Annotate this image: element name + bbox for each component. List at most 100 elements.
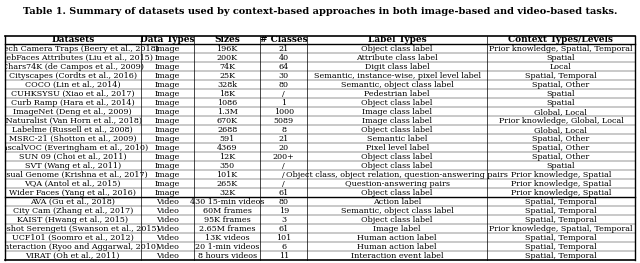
Text: 265K: 265K: [216, 180, 237, 188]
Text: Spatial: Spatial: [547, 90, 575, 98]
Text: Image label: Image label: [373, 225, 421, 233]
Text: Image: Image: [155, 72, 180, 80]
Text: Image: Image: [155, 162, 180, 170]
Text: 61: 61: [278, 189, 289, 197]
Text: Image: Image: [155, 117, 180, 125]
Text: /: /: [282, 90, 285, 98]
Text: Local: Local: [550, 63, 572, 71]
Text: Spatial, Temporal: Spatial, Temporal: [525, 243, 596, 251]
Text: Image: Image: [155, 54, 180, 62]
Text: Label Types: Label Types: [368, 36, 426, 44]
Text: Object class, object relation, question-answering pairs: Object class, object relation, question-…: [286, 171, 508, 179]
Text: 61: 61: [278, 225, 289, 233]
Text: Sizes: Sizes: [214, 36, 240, 44]
Text: Wider Faces (Yang et al., 2016): Wider Faces (Yang et al., 2016): [10, 189, 136, 197]
Text: 21: 21: [278, 135, 289, 143]
Text: Object class label: Object class label: [362, 216, 433, 224]
Text: Image: Image: [155, 45, 180, 53]
Text: Caltech Camera Traps (Beery et al., 2018): Caltech Camera Traps (Beery et al., 2018…: [0, 45, 159, 53]
Text: Snapshot Serengeti (Swanson et al., 2015): Snapshot Serengeti (Swanson et al., 2015…: [0, 225, 160, 233]
Text: Pixel level label: Pixel level label: [365, 144, 429, 152]
Text: 80: 80: [279, 198, 289, 206]
Text: Spatial, Other: Spatial, Other: [532, 153, 589, 161]
Text: Semantic, instance-wise, pixel level label: Semantic, instance-wise, pixel level lab…: [314, 72, 481, 80]
Text: Object class label: Object class label: [362, 45, 433, 53]
Text: Pedestrian label: Pedestrian label: [364, 90, 430, 98]
Text: 430 15-min videos: 430 15-min videos: [190, 198, 264, 206]
Text: 8 hours videos: 8 hours videos: [198, 252, 257, 260]
Text: Image: Image: [155, 189, 180, 197]
Text: Labelme (Russell et al., 2008): Labelme (Russell et al., 2008): [12, 126, 133, 134]
Text: 1000: 1000: [274, 108, 294, 116]
Text: Visual Genome (Krishna et al., 2017): Visual Genome (Krishna et al., 2017): [0, 171, 148, 179]
Text: VIRAT (Oh et al., 2011): VIRAT (Oh et al., 2011): [26, 252, 120, 260]
Text: Video: Video: [156, 198, 179, 206]
Text: 200+: 200+: [273, 153, 294, 161]
Text: 32K: 32K: [219, 189, 236, 197]
Text: AVA (Gu et al., 2018): AVA (Gu et al., 2018): [30, 198, 115, 206]
Text: Table 1. Summary of datasets used by context-based approaches in both image-base: Table 1. Summary of datasets used by con…: [23, 7, 617, 16]
Text: Prior knowledge, Spatial: Prior knowledge, Spatial: [511, 171, 611, 179]
Text: iNaturalist (Van Horn et al., 2018): iNaturalist (Van Horn et al., 2018): [3, 117, 142, 125]
Text: Attribute class label: Attribute class label: [356, 54, 438, 62]
Text: Image class label: Image class label: [362, 108, 432, 116]
Text: Prior knowledge, Spatial, Temporal: Prior knowledge, Spatial, Temporal: [489, 45, 632, 53]
Text: 196K: 196K: [216, 45, 238, 53]
Text: Spatial, Temporal: Spatial, Temporal: [525, 252, 596, 260]
Text: Semantic label: Semantic label: [367, 135, 428, 143]
Text: 21: 21: [278, 45, 289, 53]
Text: Cityscapes (Cordts et al., 2016): Cityscapes (Cordts et al., 2016): [9, 72, 137, 80]
Text: Spatial: Spatial: [547, 54, 575, 62]
Text: 13K videos: 13K videos: [205, 234, 250, 242]
Text: SVT (Wang et al., 2011): SVT (Wang et al., 2011): [25, 162, 121, 170]
Text: Question-answering pairs: Question-answering pairs: [345, 180, 450, 188]
Text: Spatial, Temporal: Spatial, Temporal: [525, 198, 596, 206]
Text: Video: Video: [156, 252, 179, 260]
Text: Chars74K (de Campos et al., 2009): Chars74K (de Campos et al., 2009): [2, 63, 144, 71]
Text: SUN 09 (Choi et al., 2011): SUN 09 (Choi et al., 2011): [19, 153, 127, 161]
Text: Image: Image: [155, 144, 180, 152]
Text: 30: 30: [279, 72, 289, 80]
Text: Spatial, Other: Spatial, Other: [532, 144, 589, 152]
Text: 5089: 5089: [274, 117, 294, 125]
Text: Spatial, Other: Spatial, Other: [532, 135, 589, 143]
Text: 2688: 2688: [217, 126, 237, 134]
Text: Prior knowledge, Global, Local: Prior knowledge, Global, Local: [499, 117, 623, 125]
Text: CelebFaces Attributes (Liu et al., 2015): CelebFaces Attributes (Liu et al., 2015): [0, 54, 153, 62]
Text: 8: 8: [282, 126, 286, 134]
Text: Image: Image: [155, 63, 180, 71]
Text: Image: Image: [155, 81, 180, 89]
Text: Video: Video: [156, 216, 179, 224]
Text: Context Types/Levels: Context Types/Levels: [508, 36, 613, 44]
Text: 64: 64: [278, 63, 289, 71]
Text: 328k: 328k: [217, 81, 237, 89]
Text: 4369: 4369: [217, 144, 237, 152]
Text: Global, Local: Global, Local: [534, 126, 588, 134]
Text: VQA (Antol et al., 2015): VQA (Antol et al., 2015): [24, 180, 121, 188]
Text: Spatial, Other: Spatial, Other: [532, 81, 589, 89]
Text: 74K: 74K: [219, 63, 235, 71]
Text: Image: Image: [155, 108, 180, 116]
Text: Video: Video: [156, 234, 179, 242]
Text: 20: 20: [279, 144, 289, 152]
Text: Object class label: Object class label: [362, 99, 433, 107]
Text: 3: 3: [281, 216, 286, 224]
Text: Object class label: Object class label: [362, 153, 433, 161]
Text: 18K: 18K: [219, 90, 235, 98]
Text: Human action label: Human action label: [357, 234, 437, 242]
Text: 12K: 12K: [219, 153, 236, 161]
Text: Curb Ramp (Hara et al., 2014): Curb Ramp (Hara et al., 2014): [11, 99, 134, 107]
Text: /: /: [282, 171, 285, 179]
Text: Object class label: Object class label: [362, 126, 433, 134]
Text: Image: Image: [155, 153, 180, 161]
Text: Image: Image: [155, 99, 180, 107]
Text: Object class label: Object class label: [362, 189, 433, 197]
Text: Action label: Action label: [373, 198, 421, 206]
Text: 25K: 25K: [219, 72, 235, 80]
Text: Spatial, Temporal: Spatial, Temporal: [525, 207, 596, 215]
Text: 2.65M frames: 2.65M frames: [199, 225, 255, 233]
Text: UT-Interaction (Ryoo and Aggarwal, 2010): UT-Interaction (Ryoo and Aggarwal, 2010): [0, 243, 159, 251]
Text: Video: Video: [156, 225, 179, 233]
Text: Prior knowledge, Spatial: Prior knowledge, Spatial: [511, 189, 611, 197]
Text: Video: Video: [156, 207, 179, 215]
